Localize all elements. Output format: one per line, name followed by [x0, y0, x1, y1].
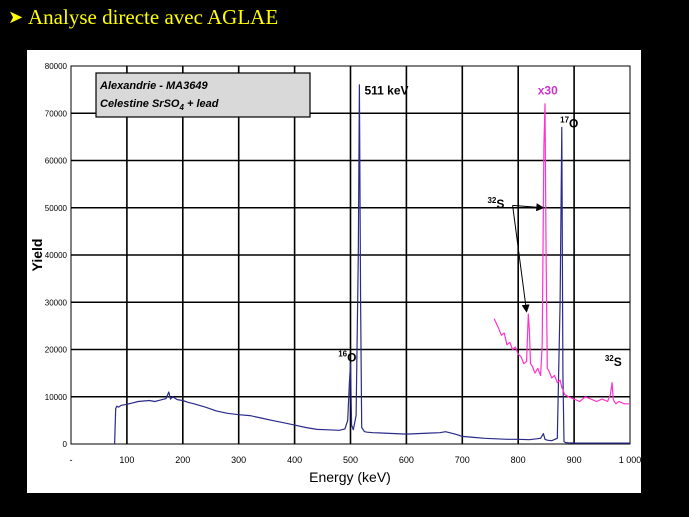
- y-tick-label: 50000: [45, 204, 68, 213]
- series-line-1: [114, 84, 630, 445]
- legend-line-1: Alexandrie - MA3649: [99, 80, 208, 92]
- slide-title: ➤ Analyse directe avec AGLAE: [8, 4, 278, 30]
- y-tick-label: 30000: [45, 298, 68, 307]
- legend-box: Alexandrie - MA3649 Celestine SrSO4 + le…: [95, 72, 311, 118]
- legend-line-2-subscript: 4: [178, 103, 184, 112]
- yield-energy-chart: -100 200 300 400 500 600 700 800 900 1 000 010000…: [29, 62, 642, 485]
- y-tick-label: 10000: [45, 393, 68, 402]
- x-tick-label: 700: [455, 455, 470, 465]
- y-tick-label: 0: [63, 440, 68, 449]
- x-tick-label: 1 000: [619, 455, 641, 465]
- y-axis-label: Yield: [29, 239, 45, 272]
- peak-label-element: S: [614, 355, 622, 369]
- x-axis-label: Energy (keV): [309, 469, 391, 485]
- y-tick-label: 80000: [45, 62, 68, 71]
- x-tick-label: 400: [287, 455, 302, 465]
- arrow-bullet-icon: ➤: [8, 6, 24, 27]
- x-tick-label: 900: [567, 455, 582, 465]
- peak-label: 32S: [487, 196, 504, 211]
- annotation-arrow: [512, 205, 530, 313]
- peak-label-element: S: [496, 197, 504, 211]
- legend-line-2-prefix: Celestine SrSO: [100, 98, 180, 110]
- peak-label: 511 keV: [364, 83, 408, 97]
- peak-label-element: O: [569, 116, 578, 130]
- x-tick-label: -: [70, 455, 73, 465]
- peak-label: 16O: [338, 349, 356, 364]
- series-lines: [114, 84, 630, 445]
- legend-line-2: Celestine SrSO4 + lead: [100, 98, 219, 112]
- y-tick-label: 70000: [45, 109, 68, 118]
- y-tick-labels: 0 10000 20000 30000 40000 50000 60000 70000 8000…: [45, 62, 68, 449]
- peak-label-isotope: 17: [560, 115, 569, 124]
- x-tick-labels: - 100 200 300 400 500 600 700 800 900 1 000: [70, 455, 642, 465]
- x-tick-label: 200: [175, 455, 190, 465]
- legend-line-2-suffix: + lead: [184, 98, 219, 110]
- y-tick-label: 40000: [45, 251, 68, 260]
- peak-label-element: O: [347, 350, 356, 364]
- y-tick-label: 20000: [45, 346, 68, 355]
- peak-label: 32S: [605, 354, 622, 369]
- x-tick-label: 600: [399, 455, 414, 465]
- annotation-arrows: [512, 203, 545, 313]
- peak-label: 17O: [560, 115, 578, 130]
- x-tick-label: 300: [231, 455, 246, 465]
- slide-title-text: Analyse directe avec AGLAE: [28, 4, 279, 29]
- peak-label-isotope: 32: [487, 196, 496, 205]
- x-tick-label: 100: [119, 455, 134, 465]
- series-line-2: [493, 103, 630, 405]
- x-tick-label: 800: [511, 455, 526, 465]
- y-tick-label: 60000: [45, 157, 68, 166]
- peak-label: x30: [538, 83, 558, 97]
- legend-box-frame: [95, 72, 311, 118]
- x-tick-label: 500: [343, 455, 358, 465]
- peak-label-isotope: 16: [338, 349, 347, 358]
- annotation-arrow: [512, 203, 545, 212]
- peak-label-isotope: 32: [605, 354, 614, 363]
- chart-panel: -100 200 300 400 500 600 700 800 900 1 000 0 10000…: [27, 50, 641, 493]
